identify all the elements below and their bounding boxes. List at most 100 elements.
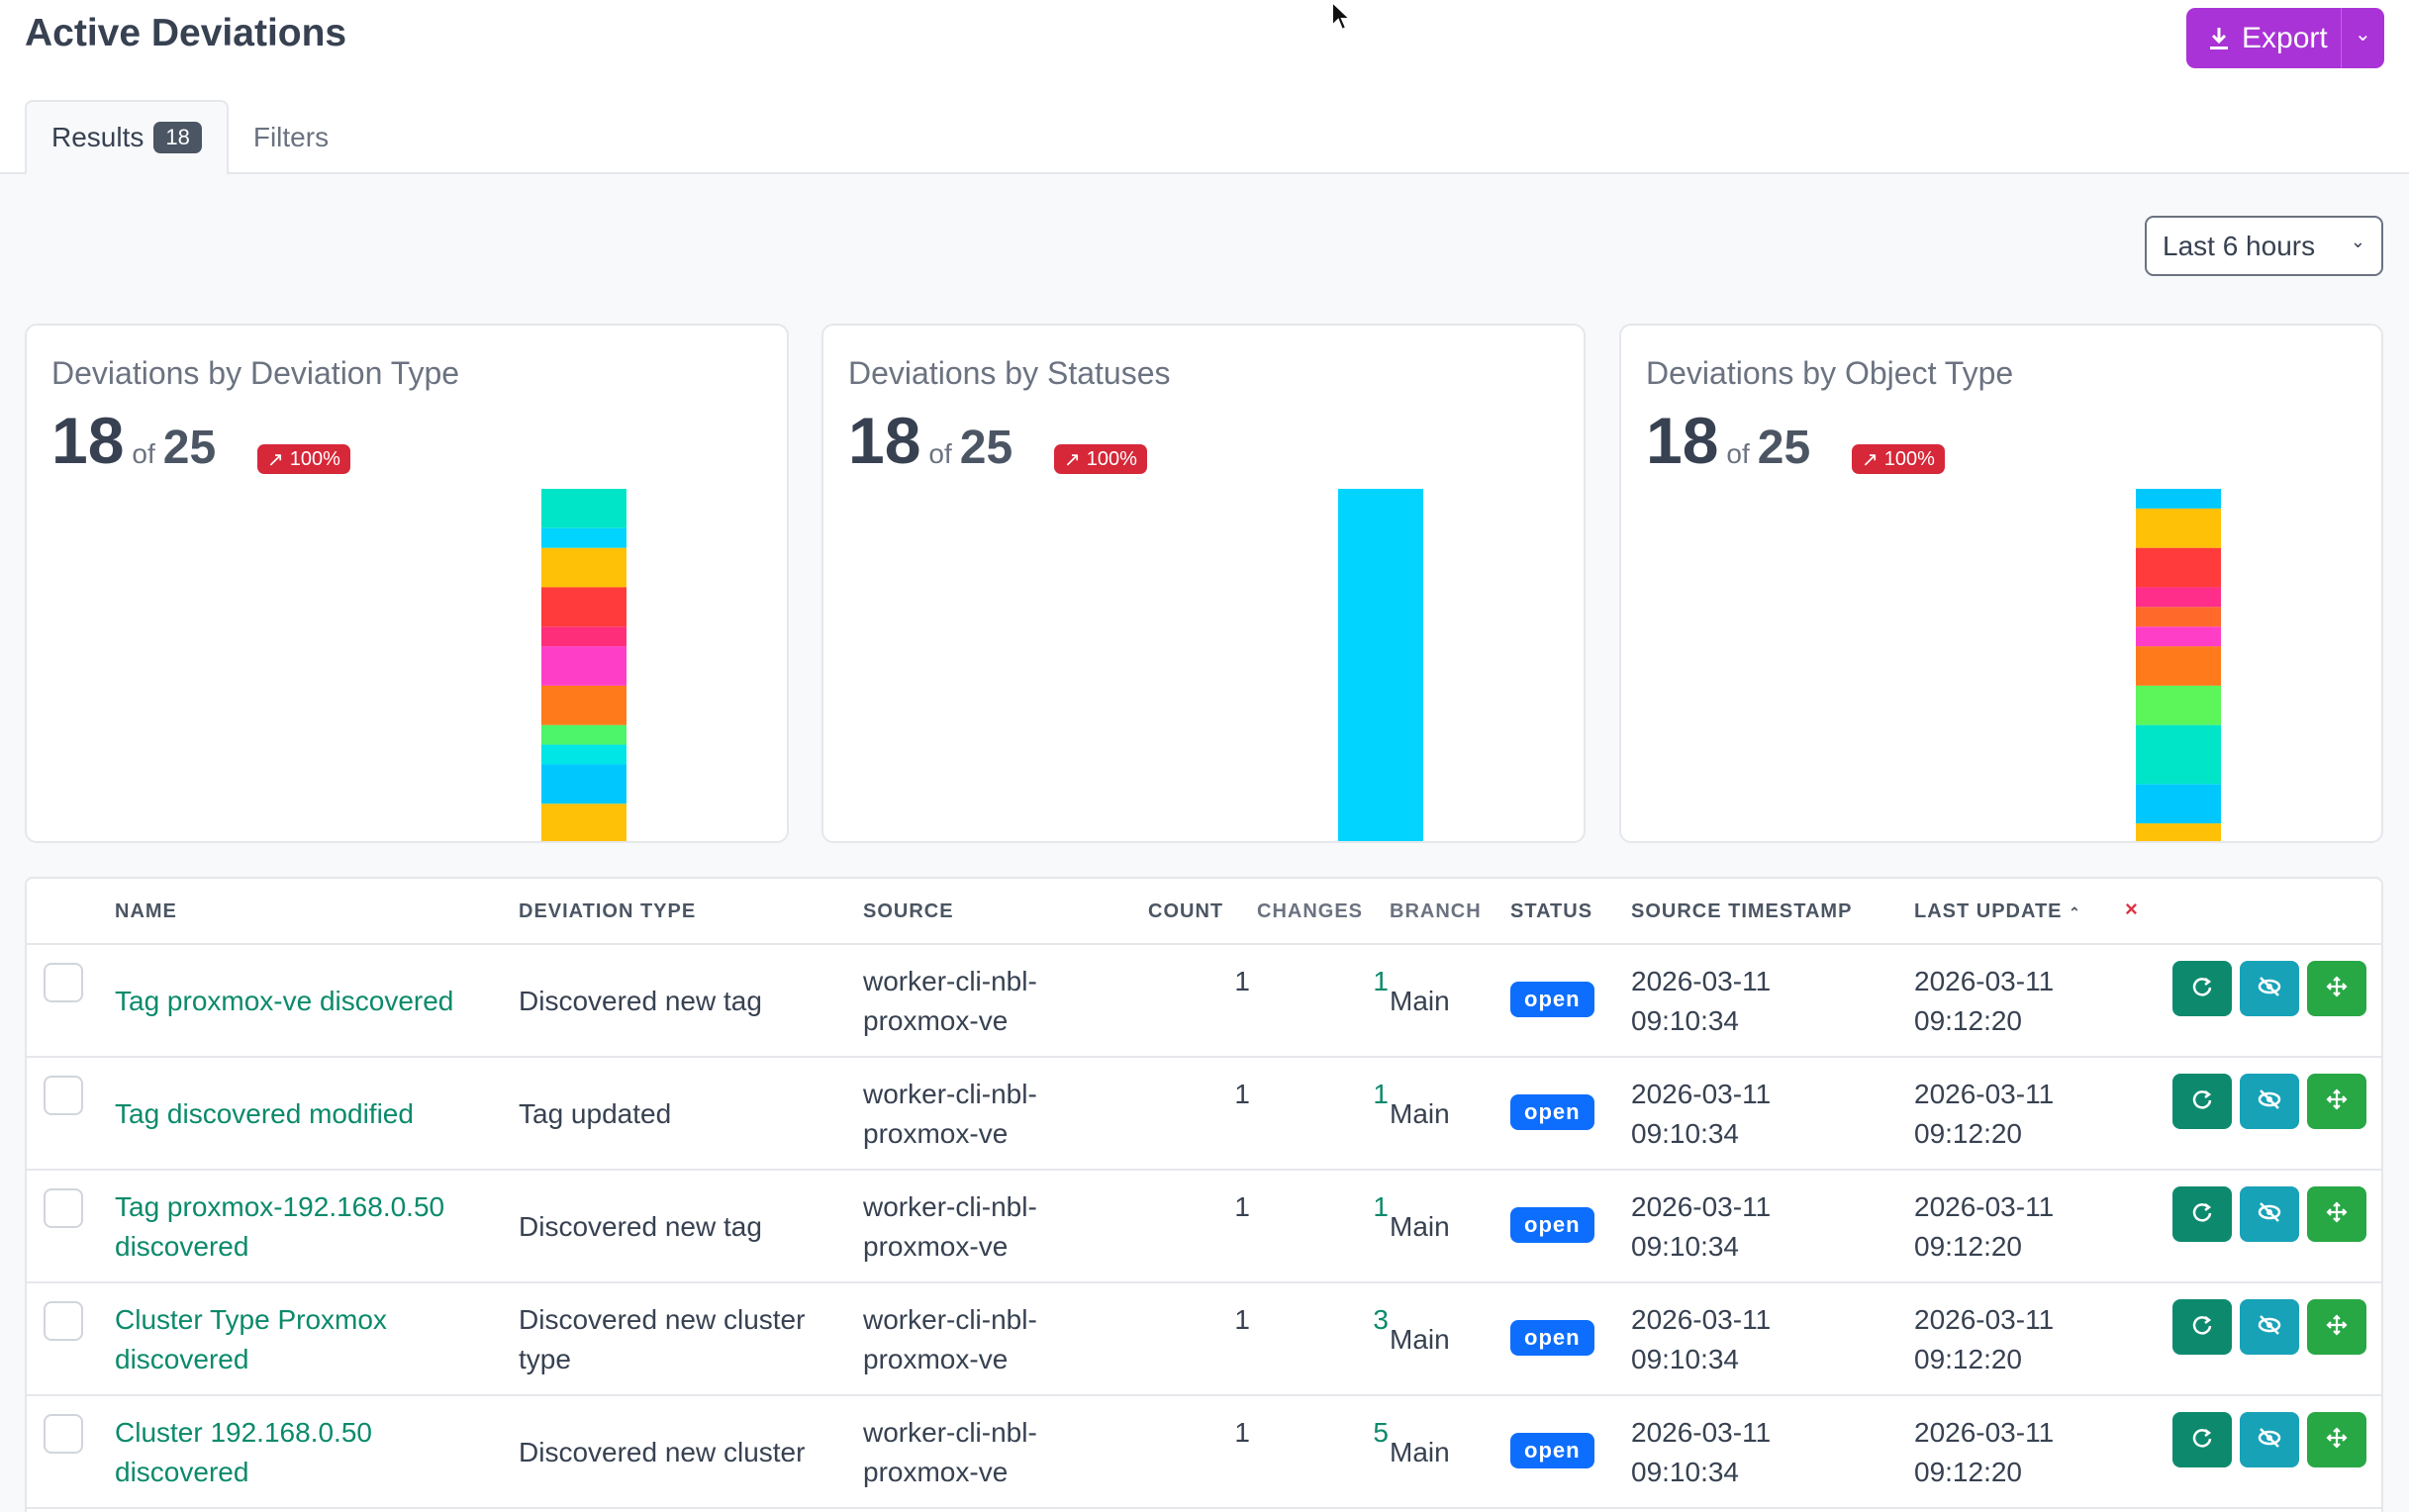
move-button[interactable]: [2307, 1074, 2366, 1129]
deviation-type: Discovered new cluster: [519, 1433, 805, 1472]
bar-segment[interactable]: [541, 764, 626, 804]
refresh-icon: [2191, 1427, 2213, 1454]
column-header-branch[interactable]: BRANCH: [1390, 900, 1482, 922]
bar-segment[interactable]: [541, 685, 626, 725]
changes-link[interactable]: 5: [1373, 1417, 1389, 1448]
bar-segment[interactable]: [541, 646, 626, 686]
bar-segment[interactable]: [541, 803, 626, 843]
bar-segment[interactable]: [541, 547, 626, 588]
clear-sort-icon[interactable]: ×: [2125, 897, 2139, 921]
card-of: of: [928, 438, 952, 469]
time-range-select[interactable]: Last 6 hours ⌄: [2145, 216, 2383, 276]
text-line: 09:10:34: [1631, 1457, 1739, 1487]
deviation-name-link[interactable]: Tag proxmox-ve discovered: [115, 982, 453, 1021]
text-line: discovered: [115, 1457, 249, 1487]
bar-segment[interactable]: [1338, 489, 1423, 843]
text-line: 09:10:34: [1631, 1344, 1739, 1374]
bar-segment[interactable]: [541, 527, 626, 548]
column-header-name[interactable]: NAME: [115, 900, 177, 922]
changes-link[interactable]: 1: [1373, 1079, 1389, 1109]
refresh-button[interactable]: [2172, 1412, 2232, 1467]
bar-segment[interactable]: [541, 744, 626, 765]
bar-segment[interactable]: [541, 724, 626, 745]
deviation-type: Tag updated: [519, 1094, 671, 1134]
hide-button[interactable]: [2240, 1186, 2299, 1242]
column-header-status[interactable]: STATUS: [1510, 900, 1593, 922]
column-header-source[interactable]: SOURCE: [863, 900, 954, 922]
text-line: Discovered new tag: [519, 1211, 762, 1242]
text-line: 2026-03-11: [1631, 1079, 1772, 1109]
source: worker-cli-nbl-proxmox-ve: [863, 1075, 1037, 1154]
refresh-button[interactable]: [2172, 961, 2232, 1016]
arrow-up-right-icon: ↗: [267, 448, 284, 471]
text-line: proxmox-ve: [863, 1005, 1009, 1036]
deviation-name-link[interactable]: Cluster Type Proxmox discovered: [115, 1300, 387, 1379]
move-arrows-icon: [2326, 1200, 2348, 1228]
refresh-button[interactable]: [2172, 1186, 2232, 1242]
sort-asc-icon: ⌃: [2069, 904, 2081, 920]
tab-results[interactable]: Results 18: [25, 100, 229, 175]
bar-segment[interactable]: [2136, 626, 2221, 647]
column-header-changes[interactable]: CHANGES: [1257, 900, 1364, 922]
move-button[interactable]: [2307, 961, 2366, 1016]
table-row: Cluster 192.168.0.50 discovered Discovered…: [27, 1396, 2381, 1509]
move-button[interactable]: [2307, 1412, 2366, 1467]
bar-segment[interactable]: [2136, 607, 2221, 627]
bar-segment[interactable]: [2136, 489, 2221, 509]
changes-link[interactable]: 3: [1373, 1304, 1389, 1335]
column-header-last-update[interactable]: LAST UPDATE ⌃: [1914, 900, 2081, 923]
tab-filters[interactable]: Filters: [229, 100, 353, 175]
column-header-deviation-type[interactable]: DEVIATION TYPE: [519, 900, 697, 922]
card-title: Deviations by Statuses: [848, 355, 1171, 391]
row-checkbox[interactable]: [44, 1414, 83, 1454]
bar-segment[interactable]: [541, 489, 626, 528]
export-divider: [2341, 8, 2342, 68]
export-button[interactable]: Export ⌄: [2186, 8, 2384, 68]
move-button[interactable]: [2307, 1186, 2366, 1242]
bar-segment[interactable]: [541, 626, 626, 647]
bar-segment[interactable]: [2136, 508, 2221, 548]
changes-link[interactable]: 1: [1373, 1191, 1389, 1222]
branch: Main: [1390, 1098, 1450, 1129]
bar-segment[interactable]: [2136, 587, 2221, 608]
bar-segment[interactable]: [541, 587, 626, 627]
text-line: 09:10:34: [1631, 1118, 1739, 1149]
refresh-icon: [2191, 1201, 2213, 1228]
bar-segment[interactable]: [2136, 724, 2221, 785]
text-line: proxmox-ve: [863, 1118, 1009, 1149]
deviation-name-link[interactable]: Tag discovered modified: [115, 1094, 414, 1134]
row-checkbox[interactable]: [44, 1301, 83, 1341]
bar-segment[interactable]: [2136, 784, 2221, 824]
row-checkbox[interactable]: [44, 963, 83, 1002]
chevron-down-icon[interactable]: ⌄: [2355, 24, 2371, 46]
refresh-button[interactable]: [2172, 1074, 2232, 1129]
trend-badge: ↗ 100%: [1054, 444, 1147, 474]
refresh-icon: [2191, 1088, 2213, 1115]
tab-filters-label: Filters: [252, 122, 330, 152]
hide-button[interactable]: [2240, 961, 2299, 1016]
chevron-down-icon: ⌄: [2350, 232, 2365, 251]
refresh-button[interactable]: [2172, 1299, 2232, 1355]
source: worker-cli-nbl-proxmox-ve: [863, 962, 1037, 1041]
bar-segment[interactable]: [2136, 547, 2221, 588]
hide-button[interactable]: [2240, 1299, 2299, 1355]
text-line: 09:12:20: [1914, 1344, 2022, 1374]
card-statuses: Deviations by Statuses 18 of 25 ↗ 100%: [821, 324, 1586, 843]
text-line: 09:12:20: [1914, 1118, 2022, 1149]
deviation-name-link[interactable]: Cluster 192.168.0.50 discovered: [115, 1413, 372, 1492]
deviation-name-link[interactable]: Tag proxmox-192.168.0.50 discovered: [115, 1187, 444, 1267]
text-line: type: [519, 1344, 571, 1374]
branch: Main: [1390, 1324, 1450, 1355]
hide-button[interactable]: [2240, 1074, 2299, 1129]
column-header-count[interactable]: COUNT: [1148, 900, 1224, 922]
bar-segment[interactable]: [2136, 646, 2221, 686]
column-header-source-timestamp[interactable]: SOURCE TIMESTAMP: [1631, 900, 1853, 922]
move-button[interactable]: [2307, 1299, 2366, 1355]
bar-segment[interactable]: [2136, 685, 2221, 725]
hide-button[interactable]: [2240, 1412, 2299, 1467]
deviation-type: Discovered new tag: [519, 982, 762, 1021]
changes-link[interactable]: 1: [1373, 966, 1389, 996]
row-checkbox[interactable]: [44, 1076, 83, 1115]
row-checkbox[interactable]: [44, 1188, 83, 1228]
bar-segment[interactable]: [2136, 823, 2221, 843]
